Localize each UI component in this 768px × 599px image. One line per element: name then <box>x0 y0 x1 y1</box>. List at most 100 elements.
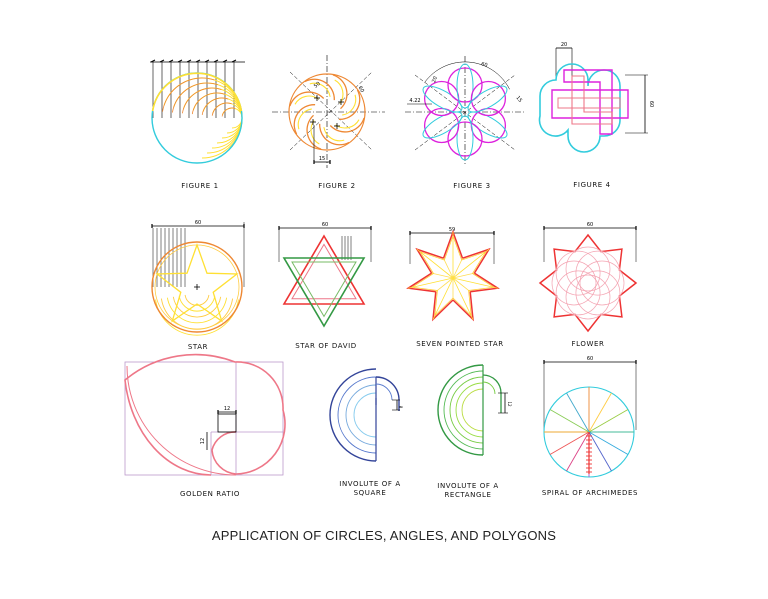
spiral-archimedes-ray <box>588 431 612 472</box>
figure-3-cyan-petal <box>456 63 474 109</box>
spiral-archimedes-ray <box>588 392 612 433</box>
flower-inner-circle <box>565 246 611 292</box>
seven-pointed-star-ray <box>431 272 454 279</box>
seven-pointed-star-ray <box>452 249 490 279</box>
golden-ratio-small-square <box>217 413 237 433</box>
flower-drawing: 60 <box>538 222 638 333</box>
figure-2-orange-petal <box>293 104 316 135</box>
seven-pointed-star-ray <box>452 258 463 279</box>
involute-rectangle-arc <box>455 382 484 438</box>
star-of-david-light-green-triangle <box>291 261 357 318</box>
star-outer-circle <box>151 241 243 333</box>
figure-2-dim-60: 60 <box>357 85 365 94</box>
seven-pointed-star-caption: SEVEN POINTED STAR <box>416 340 504 348</box>
flower-inner-circle <box>555 250 601 296</box>
seven-pointed-star-inner <box>410 234 496 317</box>
star-of-david-green-triangle <box>282 257 366 328</box>
seven-pointed-star-drawing: 59 <box>406 227 500 322</box>
figure-1-yellow-arc <box>173 82 243 154</box>
star-inner-arc <box>166 297 228 324</box>
flower-inner-circle <box>575 270 621 316</box>
figure-2-yellow-petal <box>342 94 357 116</box>
involute-square-outer-arc <box>329 368 377 462</box>
figure-1-orange-arc <box>182 87 222 114</box>
figure-2-orange-petal <box>319 123 350 146</box>
involute-square-caption-line2: SQUARE <box>353 489 387 497</box>
figure-3-cyan-petal <box>422 111 463 139</box>
figure-2-dim-50: 50 <box>313 81 322 90</box>
flower-outline <box>538 233 638 333</box>
figure-1-yellow-arc <box>163 77 243 159</box>
figure-1-orange-arc <box>191 92 225 115</box>
involute-square-caption-line1: INVOLUTE OF A <box>339 480 401 488</box>
figure-3-dim-20: 20 <box>431 76 439 84</box>
involute-square-head <box>375 376 400 411</box>
spiral-archimedes-ray <box>588 409 629 433</box>
golden-ratio-helper <box>126 365 237 476</box>
figure-3-dim-15: 15 <box>514 95 523 104</box>
star-of-david-dim-60-label: 60 <box>322 222 328 228</box>
star-of-david-drawing: 60 <box>278 222 372 328</box>
star-inner-arc <box>178 295 216 312</box>
figure-2-orange-petal <box>338 89 361 120</box>
figure-2-outer-circle <box>288 73 366 151</box>
involute-square-arc <box>345 384 377 446</box>
golden-ratio-dim-side: 12 <box>200 438 206 444</box>
involute-square-drawing: 8 <box>329 368 403 462</box>
spiral-archimedes-caption: SPIRAL OF ARCHIMEDES <box>541 489 639 497</box>
figure-1-orange-arc <box>162 77 215 112</box>
figure-3-drawing: 60 20 4.22 15 <box>405 56 525 165</box>
involute-square-arc <box>337 376 377 454</box>
figure-3-cyan-petal <box>467 111 508 139</box>
figure-2-yellow-petal <box>334 79 344 104</box>
seven-pointed-star-ray <box>443 258 454 279</box>
figure-3-dim-60: 60 <box>480 61 488 68</box>
figure-1-orange-arc <box>201 97 229 115</box>
seven-pointed-star-ray <box>408 277 454 289</box>
flower-inner-circle <box>555 270 601 316</box>
figure-2-orange-petal <box>289 91 325 107</box>
seven-pointed-star-ray <box>452 277 471 293</box>
star-of-david-pink-triangle <box>291 243 357 300</box>
star-drawing: 60 <box>151 220 245 336</box>
involute-rectangle-arc <box>443 370 484 450</box>
seven-pointed-star-ray <box>416 249 454 279</box>
golden-ratio-dim-top-label: 12 <box>224 406 230 412</box>
seven-pointed-star-ray <box>452 272 475 279</box>
figure-3-magenta-ring <box>470 80 507 117</box>
seven-pointed-star-ray <box>432 277 454 320</box>
figure-1-orange-arc <box>221 107 236 117</box>
figure-3-magenta-ring <box>447 121 483 157</box>
figure-4-magenta-band <box>551 89 629 119</box>
golden-ratio-caption: GOLDEN RATIO <box>180 490 240 498</box>
involute-rectangle-head <box>482 374 502 413</box>
figure-3-cyan-petal <box>467 85 508 113</box>
figure-3-dim-4-22: 4.22 <box>409 98 420 104</box>
figure-4-dim-20: 20 <box>561 42 567 48</box>
figure-2-yellow-petal <box>297 108 312 130</box>
seven-pointed-star-ray <box>452 277 474 320</box>
figure-2-orange-petal <box>306 114 322 150</box>
involute-square-head-inner <box>375 383 393 401</box>
star-of-david-red-triangle <box>282 234 366 305</box>
spiral-archimedes-drawing: 60 <box>543 356 637 478</box>
figure-1-yellow-arc <box>222 107 243 129</box>
golden-ratio-drawing: 12 12 <box>124 353 286 476</box>
figure-3-magenta-ring <box>423 80 460 117</box>
star-five-point <box>155 243 239 323</box>
involute-square-arc <box>353 392 377 438</box>
figure-2-yellow-petal <box>310 120 320 145</box>
flower-dim-60-label: 60 <box>587 222 593 228</box>
figure-3-magenta-ring <box>470 107 507 144</box>
figure-4-cyan-outline <box>538 63 621 153</box>
seven-pointed-star-ray <box>452 277 498 289</box>
figure-4-caption: FIGURE 4 <box>573 181 611 189</box>
spiral-archimedes-ray <box>566 431 590 472</box>
figure-2-yellow-petal <box>323 127 345 142</box>
involute-rectangle-caption-line2: RECTANGLE <box>444 491 492 499</box>
figure-2-drawing: 15 50 60 <box>272 55 385 168</box>
flower-caption: FLOWER <box>571 340 605 348</box>
involute-rectangle-caption-line1: INVOLUTE OF A <box>437 482 499 490</box>
